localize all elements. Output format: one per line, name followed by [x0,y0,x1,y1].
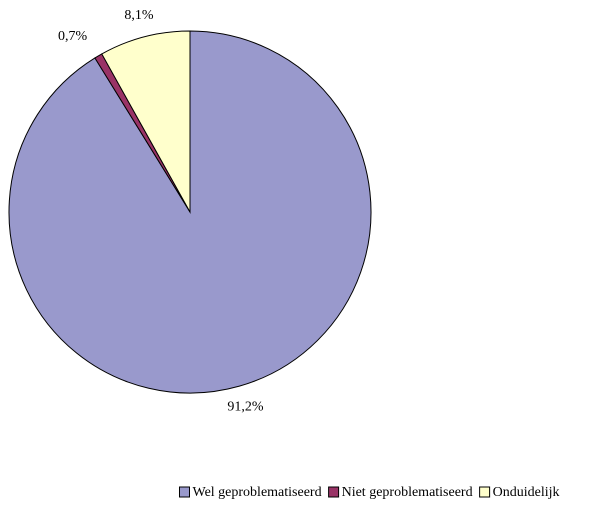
data-label: 0,7% [58,29,88,44]
data-label: 8,1% [124,8,154,23]
legend-swatch [479,486,491,498]
pie-slice [101,30,191,214]
legend-label: Wel geproblematiseerd [192,485,321,500]
legend-label: Onduidelijk [493,485,560,500]
legend-swatch [178,486,190,498]
data-label: 91,2% [227,400,264,415]
legend-label: Niet geproblematiseerd [342,485,473,500]
legend-swatch [328,486,340,498]
